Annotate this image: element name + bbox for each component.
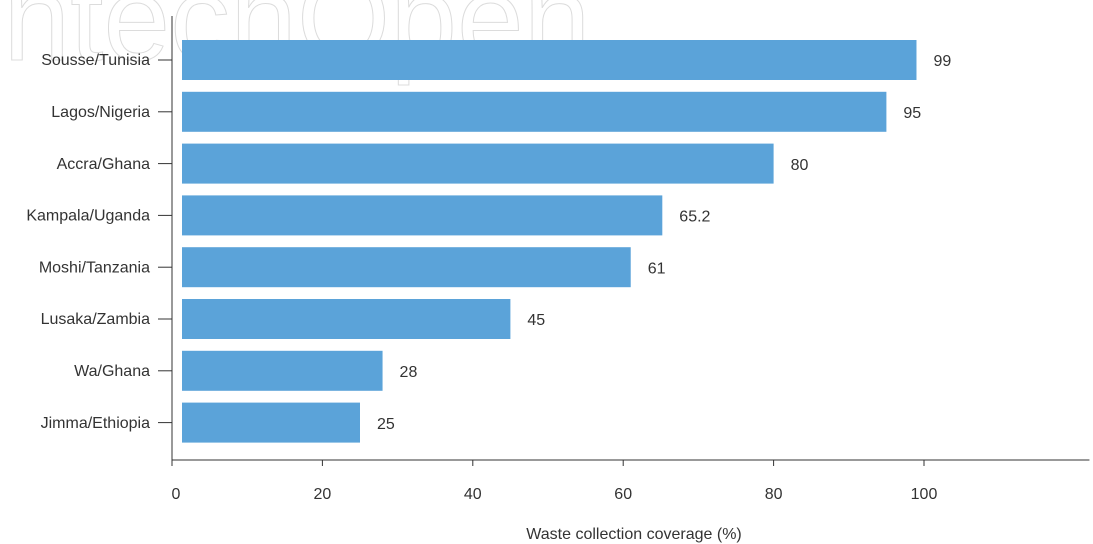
category-label: Kampala/Uganda <box>26 208 150 225</box>
value-label: 28 <box>400 364 418 381</box>
value-label: 95 <box>903 105 921 122</box>
value-label: 65.2 <box>679 209 710 226</box>
category-label: Wa/Ghana <box>74 363 150 380</box>
category-label: Lagos/Nigeria <box>51 104 150 121</box>
category-label: Accra/Ghana <box>57 156 150 173</box>
bar <box>182 350 383 391</box>
category-label: Lusaka/Zambia <box>41 311 150 328</box>
bars <box>182 40 917 443</box>
bar <box>182 143 774 184</box>
x-tick-label: 40 <box>464 486 482 503</box>
value-label: 45 <box>527 312 545 329</box>
value-label: 80 <box>791 157 809 174</box>
value-label: 99 <box>933 53 951 70</box>
bar <box>182 299 511 339</box>
x-axis-title: Waste collection coverage (%) <box>526 526 742 543</box>
bar <box>182 91 887 132</box>
x-tick-label: 0 <box>172 486 181 503</box>
x-tick-label: 20 <box>314 486 332 503</box>
bar <box>182 247 631 288</box>
value-label: 61 <box>648 260 666 277</box>
x-tick-label: 100 <box>911 486 938 503</box>
x-tick-label: 80 <box>765 486 783 503</box>
category-label: Moshi/Tanzania <box>39 259 150 276</box>
bar <box>182 195 663 236</box>
bar <box>182 40 917 80</box>
category-label: Sousse/Tunisia <box>41 52 150 69</box>
category-label: Jimma/Ethiopia <box>41 415 150 432</box>
y-axis: Sousse/Tunisia Lagos/Nigeria Accra/Ghana Ka… <box>26 16 173 460</box>
value-labels: 99 95 80 65.2 61 45 28 25 <box>377 53 951 433</box>
value-label: 25 <box>377 416 395 433</box>
x-tick-label: 60 <box>614 486 632 503</box>
bar <box>182 402 360 443</box>
x-axis: 0 20 40 60 80 100 <box>171 459 1090 503</box>
